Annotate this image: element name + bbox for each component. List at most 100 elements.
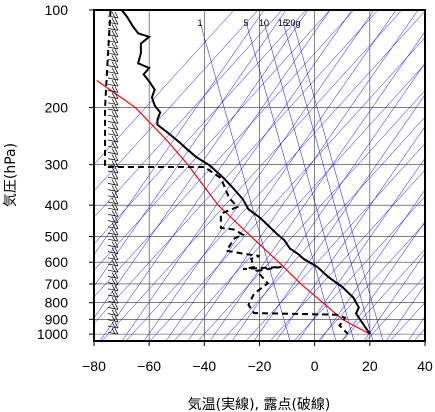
mixing-ratio-line: [263, 21, 355, 341]
adiabat-reference-line: [197, 90, 425, 341]
wind-barb-shaft: [107, 269, 119, 273]
wind-barb-flag: [111, 228, 116, 235]
wind-barb-flag: [114, 67, 119, 74]
wind-barb-flag: [114, 129, 119, 136]
y-tick-label: 1000: [37, 326, 68, 342]
data-layer: [96, 10, 371, 335]
skew-reference-line: [99, 10, 331, 341]
y-tick-label: 700: [45, 276, 69, 292]
wind-barb-flag: [111, 98, 116, 105]
adiabat-reference-line: [94, 10, 307, 245]
wind-barb-shaft: [107, 133, 119, 137]
wind-barb-shaft: [107, 263, 119, 267]
x-axis-label: 気温(実線), 露点(破線): [188, 397, 331, 412]
y-tick-label: 600: [45, 254, 69, 270]
wind-barb-flag: [114, 117, 119, 124]
wind-barb-flag: [114, 36, 119, 43]
wind-barb-shaft: [107, 40, 119, 44]
wind-barb-flag: [114, 241, 119, 248]
wind-barb-shaft: [107, 176, 119, 180]
wind-barb-flag: [111, 253, 116, 260]
wind-barb-shaft: [107, 139, 119, 143]
adiabat-reference-line: [94, 10, 379, 324]
mixing-ratio-label: 1: [197, 18, 202, 28]
wind-barb-shaft: [107, 21, 119, 25]
wind-barb-flag: [114, 278, 119, 285]
adiabat-reference-line: [94, 10, 355, 298]
wind-barb-flag: [111, 272, 116, 279]
wind-barb-shaft: [107, 331, 119, 335]
wind-barb-flag: [114, 160, 119, 167]
adiabat-reference-line: [149, 37, 425, 341]
wind-barb-flag: [111, 259, 116, 266]
x-tick-label: 0: [311, 358, 319, 374]
wind-barb-flag: [111, 191, 116, 198]
wind-barb-flag: [114, 24, 119, 31]
mixing-ratio-line: [292, 21, 384, 341]
wind-barb-shaft: [107, 164, 119, 168]
wind-barb-flag: [111, 197, 116, 204]
wind-barb-flag: [114, 42, 119, 50]
wind-barb-flag: [111, 18, 116, 24]
adiabat-reference-line: [94, 10, 235, 165]
x-tick-label: −20: [248, 358, 272, 374]
y-tick-label: 400: [45, 197, 69, 213]
wind-barb-shaft: [107, 276, 119, 279]
wind-barb-flag: [111, 222, 116, 229]
y-tick-label: 200: [45, 100, 69, 116]
wind-barb-flag: [114, 315, 119, 322]
wind-barb-flag: [114, 328, 119, 335]
wind-barb-flag: [111, 67, 116, 74]
wind-barb-shaft: [107, 102, 119, 106]
temperature-line: [120, 10, 371, 335]
wind-barb-flag: [111, 148, 116, 155]
wind-barb-shaft: [107, 65, 119, 68]
wind-barb-flag: [114, 61, 119, 68]
wind-barb-flag: [114, 135, 119, 143]
wind-barb-shaft: [107, 52, 119, 56]
wind-barb-flag: [114, 49, 119, 56]
skew-reference-line: [121, 10, 353, 341]
skew-reference-line: [94, 10, 309, 319]
y-tick-label: 500: [45, 229, 69, 245]
adiabat-reference-line: [365, 275, 425, 341]
wind-barb-shaft: [107, 83, 119, 87]
wind-barb-flag: [111, 135, 116, 142]
wind-barb-shaft: [107, 170, 119, 174]
wind-barb-shaft: [107, 189, 119, 192]
wind-barb-flag: [111, 235, 116, 241]
wind-barb-shaft: [107, 71, 119, 75]
wind-barb-flag: [114, 303, 119, 310]
wind-barb-flag: [111, 104, 116, 111]
mixing-ratio-label: 10: [259, 18, 269, 28]
wind-barb-shaft: [107, 257, 119, 261]
wind-barb-flag: [114, 123, 119, 130]
wind-barb-flag: [111, 315, 116, 322]
wind-barb-flag: [111, 303, 116, 310]
y-axis-label: 気圧(hPa): [3, 143, 19, 207]
skew-reference-line: [275, 126, 425, 341]
wind-barb-flag: [114, 247, 119, 254]
wind-barb-flag: [111, 185, 116, 192]
wind-barb-flag: [111, 266, 116, 272]
wind-barb-shaft: [107, 307, 119, 310]
wind-barb-shaft: [107, 245, 119, 248]
wind-barb-shaft: [107, 59, 119, 62]
wind-barb-flag: [114, 222, 119, 229]
x-tick-label: −40: [192, 358, 216, 374]
wind-barb-flag: [114, 73, 119, 81]
wind-barb-shaft: [107, 46, 119, 50]
mixing-ratio-label: 5: [243, 18, 248, 28]
wind-barb-flag: [114, 154, 119, 161]
wind-barb-flag: [114, 111, 119, 118]
wind-barb-flag: [114, 142, 119, 149]
y-tick-label: 100: [45, 2, 69, 18]
skew-reference-line: [341, 221, 425, 341]
wind-barb-shaft: [107, 214, 119, 217]
adiabat-reference-line: [245, 143, 425, 341]
wind-barb-flag: [111, 11, 116, 18]
wind-barb-shaft: [107, 127, 119, 130]
wind-barb-flag: [111, 216, 116, 223]
adiabat-reference-line: [101, 10, 403, 341]
